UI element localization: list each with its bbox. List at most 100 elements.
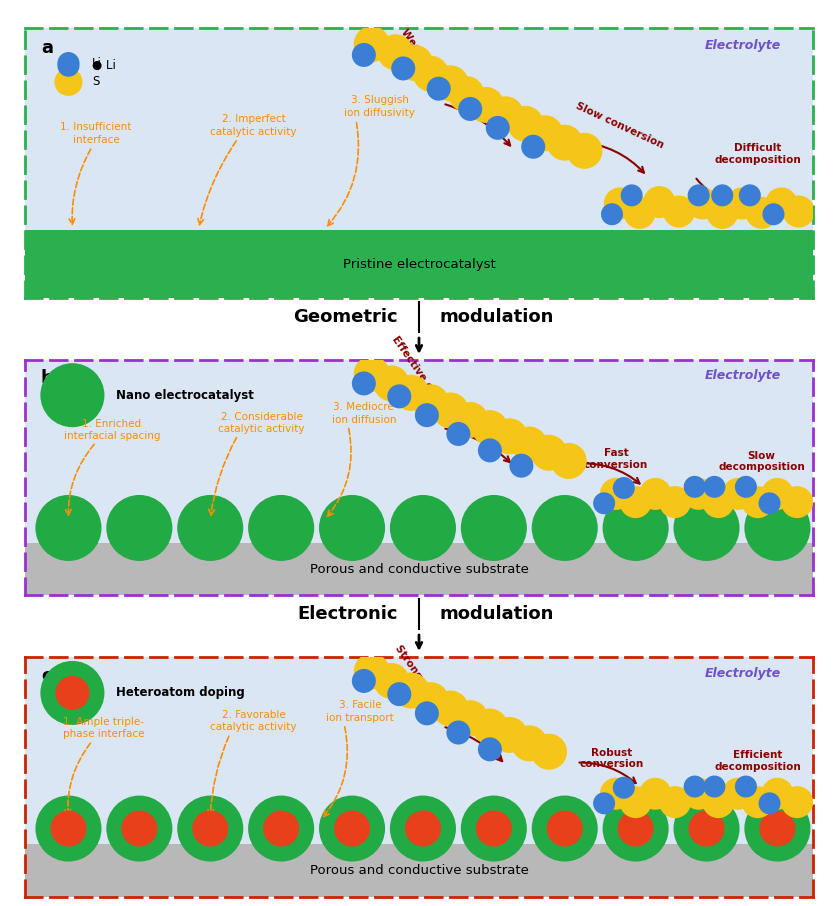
Ellipse shape bbox=[703, 476, 726, 497]
Ellipse shape bbox=[703, 776, 726, 797]
Text: Li: Li bbox=[92, 56, 102, 70]
Ellipse shape bbox=[511, 427, 547, 463]
Ellipse shape bbox=[618, 811, 654, 846]
Ellipse shape bbox=[472, 410, 508, 446]
Ellipse shape bbox=[177, 795, 243, 862]
Ellipse shape bbox=[507, 106, 543, 142]
Ellipse shape bbox=[735, 476, 757, 497]
Text: c: c bbox=[41, 667, 51, 685]
Ellipse shape bbox=[453, 402, 489, 438]
Text: Pristine electrocatalyst: Pristine electrocatalyst bbox=[343, 257, 495, 271]
Text: Slow conversion: Slow conversion bbox=[574, 101, 665, 150]
Text: Electronic: Electronic bbox=[297, 604, 398, 622]
Ellipse shape bbox=[427, 77, 451, 101]
Ellipse shape bbox=[334, 811, 370, 846]
Ellipse shape bbox=[248, 795, 314, 862]
Ellipse shape bbox=[659, 487, 691, 518]
Ellipse shape bbox=[702, 786, 734, 818]
Ellipse shape bbox=[510, 454, 534, 477]
Ellipse shape bbox=[531, 495, 597, 561]
Ellipse shape bbox=[684, 476, 706, 497]
Text: Porous and conductive substrate: Porous and conductive substrate bbox=[309, 864, 529, 877]
Text: 1. Insufficient
interface: 1. Insufficient interface bbox=[60, 122, 132, 145]
Ellipse shape bbox=[354, 356, 390, 392]
Ellipse shape bbox=[492, 419, 528, 454]
Ellipse shape bbox=[711, 184, 733, 207]
Ellipse shape bbox=[461, 795, 527, 862]
Text: Robust
conversion: Robust conversion bbox=[580, 747, 644, 769]
Ellipse shape bbox=[683, 777, 715, 810]
Ellipse shape bbox=[521, 135, 546, 159]
Text: 2. Imperfect
catalytic activity: 2. Imperfect catalytic activity bbox=[210, 114, 297, 137]
Ellipse shape bbox=[613, 776, 635, 799]
Ellipse shape bbox=[604, 188, 636, 219]
Ellipse shape bbox=[106, 795, 173, 862]
Text: Electrolyte: Electrolyte bbox=[705, 370, 781, 382]
Ellipse shape bbox=[762, 777, 794, 810]
Ellipse shape bbox=[374, 663, 410, 699]
Ellipse shape bbox=[390, 795, 456, 862]
Ellipse shape bbox=[390, 495, 456, 561]
Ellipse shape bbox=[688, 184, 710, 207]
Ellipse shape bbox=[319, 495, 385, 561]
Text: Nano electrocatalyst: Nano electrocatalyst bbox=[116, 389, 254, 401]
Ellipse shape bbox=[746, 197, 778, 229]
Text: Fast
conversion: Fast conversion bbox=[584, 448, 648, 470]
Text: 2. Considerable
catalytic activity: 2. Considerable catalytic activity bbox=[218, 411, 305, 434]
Ellipse shape bbox=[393, 672, 429, 708]
Text: Effective capture: Effective capture bbox=[390, 334, 456, 423]
Ellipse shape bbox=[461, 495, 527, 561]
Text: modulation: modulation bbox=[440, 604, 554, 622]
Ellipse shape bbox=[413, 56, 449, 92]
Ellipse shape bbox=[744, 495, 810, 561]
Text: Strong capture: Strong capture bbox=[393, 643, 453, 722]
Ellipse shape bbox=[621, 184, 643, 207]
Ellipse shape bbox=[781, 786, 813, 818]
Ellipse shape bbox=[122, 811, 158, 846]
Ellipse shape bbox=[566, 133, 603, 169]
Ellipse shape bbox=[735, 776, 757, 797]
Text: a: a bbox=[41, 39, 53, 57]
Ellipse shape bbox=[759, 811, 795, 846]
Ellipse shape bbox=[472, 708, 508, 745]
Ellipse shape bbox=[551, 443, 587, 479]
Text: Porous and conductive substrate: Porous and conductive substrate bbox=[309, 563, 529, 575]
Ellipse shape bbox=[744, 795, 810, 862]
Ellipse shape bbox=[55, 676, 90, 710]
Ellipse shape bbox=[742, 487, 773, 518]
Ellipse shape bbox=[619, 786, 652, 818]
Ellipse shape bbox=[405, 811, 441, 846]
Ellipse shape bbox=[448, 76, 484, 112]
Ellipse shape bbox=[739, 184, 761, 207]
Ellipse shape bbox=[762, 477, 794, 510]
Text: 1. Enriched
interfacial spacing: 1. Enriched interfacial spacing bbox=[64, 419, 160, 441]
Ellipse shape bbox=[546, 811, 582, 846]
Text: 2. Favorable
catalytic activity: 2. Favorable catalytic activity bbox=[210, 709, 297, 732]
Ellipse shape bbox=[603, 495, 669, 561]
Text: Electrolyte: Electrolyte bbox=[705, 667, 781, 680]
Ellipse shape bbox=[781, 487, 813, 518]
Ellipse shape bbox=[263, 811, 299, 846]
Ellipse shape bbox=[40, 363, 105, 428]
Text: Weak capture: Weak capture bbox=[400, 27, 454, 100]
Ellipse shape bbox=[702, 487, 734, 518]
Ellipse shape bbox=[58, 52, 80, 74]
Ellipse shape bbox=[639, 477, 671, 510]
Ellipse shape bbox=[531, 734, 567, 770]
Ellipse shape bbox=[387, 682, 411, 706]
Ellipse shape bbox=[432, 690, 468, 727]
Ellipse shape bbox=[432, 392, 468, 429]
Ellipse shape bbox=[352, 669, 376, 693]
Ellipse shape bbox=[40, 661, 105, 725]
Ellipse shape bbox=[593, 492, 615, 515]
Ellipse shape bbox=[674, 495, 740, 561]
Text: 3. Facile
ion transport: 3. Facile ion transport bbox=[326, 700, 394, 723]
Ellipse shape bbox=[374, 365, 410, 401]
Ellipse shape bbox=[722, 477, 754, 510]
Ellipse shape bbox=[486, 116, 510, 140]
Ellipse shape bbox=[397, 45, 433, 81]
Ellipse shape bbox=[387, 384, 411, 409]
Ellipse shape bbox=[478, 439, 502, 462]
Ellipse shape bbox=[619, 487, 652, 518]
Ellipse shape bbox=[593, 793, 615, 814]
